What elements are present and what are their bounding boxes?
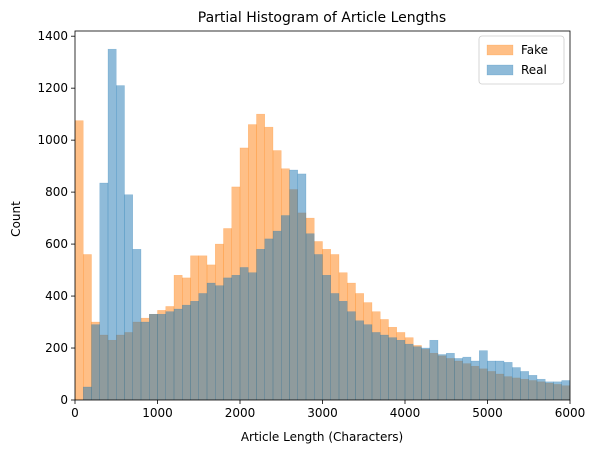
bar-real-4800 bbox=[470, 360, 480, 400]
bar-real-400 bbox=[107, 48, 117, 400]
bar-real-2600 bbox=[289, 169, 298, 400]
x-tick-label: 1000 bbox=[142, 406, 173, 420]
bar-fake-0 bbox=[75, 120, 84, 400]
bar-real-4700 bbox=[462, 356, 472, 400]
legend-swatch-fake bbox=[486, 44, 514, 56]
bar-real-1600 bbox=[206, 282, 216, 400]
bar-real-800 bbox=[140, 321, 150, 400]
bar-real-5100 bbox=[495, 360, 505, 400]
bar-real-5900 bbox=[561, 380, 570, 400]
legend-label-fake: Fake bbox=[521, 43, 548, 57]
bar-real-200 bbox=[91, 324, 100, 400]
bar-real-2800 bbox=[305, 233, 315, 400]
bar-real-3600 bbox=[371, 332, 381, 400]
bar-real-5000 bbox=[487, 360, 496, 400]
y-tick-label: 800 bbox=[45, 185, 68, 199]
bar-real-3900 bbox=[396, 339, 406, 400]
plot-area bbox=[75, 48, 570, 400]
y-tick-label: 600 bbox=[45, 237, 68, 251]
bar-real-1500 bbox=[198, 293, 208, 400]
bar-real-5800 bbox=[553, 381, 562, 400]
bar-real-600 bbox=[124, 194, 133, 400]
bar-real-4200 bbox=[421, 347, 430, 400]
bar-real-3100 bbox=[330, 293, 340, 400]
bar-real-300 bbox=[99, 182, 109, 400]
y-tick-label: 1000 bbox=[37, 133, 68, 147]
bar-real-5700 bbox=[545, 381, 554, 400]
x-tick-label: 6000 bbox=[555, 406, 586, 420]
bar-real-3400 bbox=[355, 320, 364, 400]
bar-real-2400 bbox=[272, 230, 282, 400]
bar-real-1100 bbox=[165, 311, 175, 400]
bar-real-4100 bbox=[413, 346, 422, 400]
legend-label-real: Real bbox=[521, 63, 547, 77]
x-tick-label: 5000 bbox=[472, 406, 503, 420]
bar-real-1200 bbox=[173, 308, 183, 400]
bar-real-5500 bbox=[528, 375, 538, 400]
bar-real-4300 bbox=[429, 339, 439, 400]
bar-real-700 bbox=[132, 249, 142, 400]
bar-real-3800 bbox=[388, 337, 397, 400]
bar-real-2500 bbox=[281, 215, 290, 400]
chart-title: Partial Histogram of Article Lengths bbox=[198, 10, 446, 26]
bar-real-4000 bbox=[404, 343, 414, 400]
bar-real-1800 bbox=[223, 277, 232, 400]
bar-real-4600 bbox=[454, 358, 463, 400]
y-tick-label: 400 bbox=[45, 289, 68, 303]
bar-real-4500 bbox=[446, 352, 455, 400]
bar-real-1700 bbox=[215, 285, 224, 400]
bar-real-1400 bbox=[190, 301, 199, 400]
series-real bbox=[83, 48, 570, 400]
y-tick-label: 1200 bbox=[37, 81, 68, 95]
bar-real-5600 bbox=[536, 378, 546, 400]
bar-real-2100 bbox=[248, 272, 257, 400]
bar-real-1000 bbox=[157, 313, 166, 400]
x-tick-label: 2000 bbox=[225, 406, 256, 420]
legend: Fake Real bbox=[478, 35, 565, 85]
bar-real-2900 bbox=[314, 254, 323, 400]
legend-swatch-real bbox=[486, 64, 514, 76]
bar-real-1300 bbox=[182, 304, 191, 400]
bar-real-5200 bbox=[503, 362, 513, 400]
bar-real-500 bbox=[116, 85, 125, 400]
bar-real-2000 bbox=[239, 267, 249, 400]
bar-real-5300 bbox=[512, 367, 521, 400]
bar-real-900 bbox=[149, 313, 158, 400]
x-tick-label: 3000 bbox=[307, 406, 338, 420]
bar-real-5400 bbox=[520, 371, 529, 400]
bar-real-3200 bbox=[338, 301, 348, 400]
y-axis-label: Count bbox=[9, 201, 23, 237]
bar-real-4400 bbox=[437, 354, 447, 400]
x-tick-label: 4000 bbox=[390, 406, 421, 420]
bar-real-2200 bbox=[256, 249, 265, 400]
bar-real-4900 bbox=[479, 350, 488, 400]
y-tick-label: 1400 bbox=[37, 29, 68, 43]
bar-real-3300 bbox=[347, 311, 356, 400]
bar-real-3000 bbox=[322, 275, 331, 400]
bar-real-2700 bbox=[297, 173, 307, 400]
x-axis-label: Article Length (Characters) bbox=[241, 430, 403, 444]
bar-fake-100 bbox=[83, 254, 92, 400]
bar-real-100 bbox=[83, 386, 92, 400]
y-tick-label: 200 bbox=[45, 341, 68, 355]
bar-real-1900 bbox=[231, 275, 241, 400]
y-tick-label: 0 bbox=[60, 393, 68, 407]
axes: 0 1000 2000 3000 4000 5000 6000 0 200 400 600 800 10… bbox=[37, 29, 585, 420]
bar-real-3700 bbox=[380, 334, 389, 400]
bar-real-3500 bbox=[363, 324, 373, 400]
bar-real-2300 bbox=[264, 238, 274, 400]
x-tick-label: 0 bbox=[71, 406, 79, 420]
